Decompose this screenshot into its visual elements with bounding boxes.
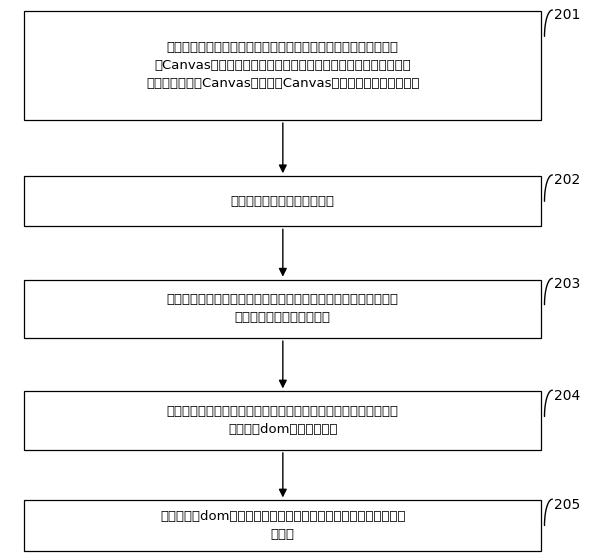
Text: 获得对人眼定位后的眼球数据: 获得对人眼定位后的眼球数据 [231,195,335,208]
Text: 203: 203 [554,277,580,291]
Text: 计算相邻两次拍摄的眼球位置的差值，根据计算结果和眼球停留时
间确定用户眼球的聚焦内容: 计算相邻两次拍摄的眼球位置的差值，根据计算结果和眼球停留时 间确定用户眼球的聚焦… [167,293,399,324]
Text: 根据预设的dom元素标签对象与执行动作的对应关系，执行对应浏
览操作: 根据预设的dom元素标签对象与执行动作的对应关系，执行对应浏 览操作 [160,510,405,541]
FancyBboxPatch shape [24,500,541,551]
Text: 开启摄像头，每隔设定时间拍摄用户人脸图像，将拍摄的图像描绘
到Canvas，使用人脸识别算法从人脸图像中提取眼球图像后，再将
眼球图像描绘到Canvas上，并从: 开启摄像头，每隔设定时间拍摄用户人脸图像，将拍摄的图像描绘 到Canvas，使用… [146,41,420,90]
Text: 202: 202 [554,173,580,187]
FancyBboxPatch shape [24,176,541,226]
FancyBboxPatch shape [24,280,541,338]
Text: 205: 205 [554,498,580,511]
Text: 根据瞳孔半径的缩放情况，确定瞳孔位置在网页中的对应焦点坐标
所对应的dom元素标签对象: 根据瞳孔半径的缩放情况，确定瞳孔位置在网页中的对应焦点坐标 所对应的dom元素标… [167,405,399,436]
FancyBboxPatch shape [24,391,541,450]
FancyBboxPatch shape [24,11,541,120]
Text: 204: 204 [554,389,580,402]
Text: 201: 201 [554,8,580,22]
